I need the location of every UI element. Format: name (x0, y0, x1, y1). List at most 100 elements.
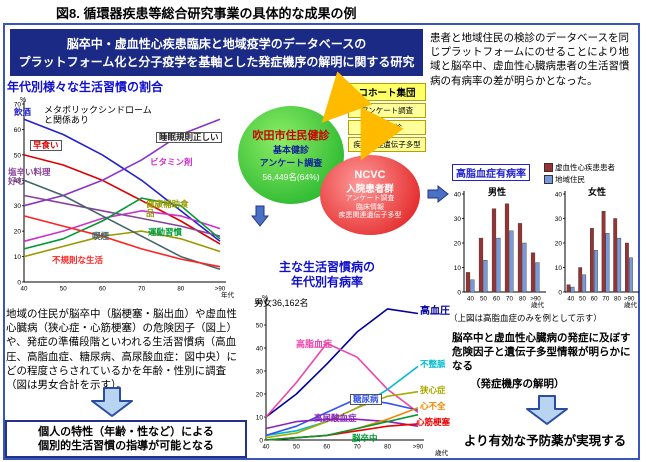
svg-text:40: 40 (21, 286, 28, 293)
series-label-vitamins: ビタミン剤 (150, 157, 193, 167)
mechanism-note: （発症機序の解明） (470, 378, 565, 390)
female-chart-label: 女性 (588, 187, 607, 197)
figure-title: 図8. 循環器疾患等総合研究事業の具体的な成果の例 (56, 6, 357, 21)
svg-text:60: 60 (256, 300, 264, 307)
cohort-item-checkup: 基本健診 (348, 120, 426, 135)
svg-text:80: 80 (519, 296, 526, 303)
male-chart-label: 男性 (488, 187, 507, 197)
barchart-legend: 虚血性心疾患患者 地域住民 (544, 162, 615, 185)
svg-text:80: 80 (384, 444, 391, 451)
right-down-arrow-icon (526, 395, 568, 425)
svg-text:40: 40 (256, 346, 264, 353)
cohort-item-gene: 疾患関連遺伝子多型 (348, 137, 426, 152)
series-label-supplements: 健康補助食品 (146, 199, 189, 219)
svg-text:30: 30 (14, 203, 22, 210)
series-label-exercise: 運動習慣 (148, 227, 183, 237)
svg-text:40: 40 (14, 178, 22, 185)
svg-text:40: 40 (467, 296, 474, 303)
suita-to-chart-arrow-icon (250, 205, 270, 227)
svg-text:0: 0 (558, 290, 562, 297)
svg-text:60: 60 (493, 296, 500, 303)
svg-text:30: 30 (454, 216, 462, 223)
left-conclusion-box: 個人の特性（年齢・性など）による 個別的生活習慣の指導が可能となる (5, 420, 247, 458)
ncvc-label: NCVC (354, 169, 386, 182)
svg-text:0: 0 (259, 438, 263, 445)
svg-text:70: 70 (506, 296, 513, 303)
outer-border (3, 23, 640, 460)
svg-text:70: 70 (602, 296, 609, 303)
cohort-item-survey: アンケート調査 (348, 103, 426, 118)
svg-text:10: 10 (256, 415, 264, 422)
legend-label-residents: 地域住民 (555, 175, 585, 184)
svg-text:20: 20 (14, 229, 22, 236)
series-label-alcohol: 飲酒 (14, 107, 32, 117)
svg-text:60: 60 (323, 444, 330, 451)
svg-text:10: 10 (454, 265, 462, 272)
hyperlipidemia-chart-title: 高脂血症有病率 (452, 164, 530, 181)
cohort-title: コホート集団 (348, 83, 426, 101)
series-label-hyperlipidemia: 高脂血症 (296, 339, 333, 349)
legend-community-residents: 地域住民 (544, 174, 615, 185)
platform-description-text: 患者と地域住民の検診のデータベースを同じプラットフォームにのせることにより地域と… (430, 32, 630, 87)
svg-text:年代: 年代 (221, 290, 235, 299)
left-conclusion-line1: 個人の特性（年齢・性など）による (38, 425, 214, 438)
legend-ischemic-patients: 虚血性心疾患患者 (544, 162, 615, 173)
prevalence-chart-subtitle: 男女36,162名 (254, 298, 309, 308)
ncvc-to-barcharts-arrow-icon (427, 184, 449, 204)
suita-basic-checkup: 基本健診 (272, 145, 309, 155)
svg-text:40: 40 (454, 192, 462, 199)
svg-text:50: 50 (60, 286, 67, 293)
series-label-irregular-life: 不規則な生活 (52, 255, 104, 265)
research-title-line2: プラットフォーム化と分子疫学を基軸とした発症機序の解明に関する研究 (18, 54, 415, 69)
legend-label-ischemic: 虚血性心疾患患者 (555, 163, 615, 172)
lifestyle-chart-title: 年代別様々な生活習慣の割合 (7, 80, 164, 94)
prevalence-chart-title: 主な生活習慣病の 年代別有病率 (260, 260, 394, 290)
series-label-hyperuricemia: 高尿酸血症 (314, 413, 357, 423)
metabolic-annotation: メタボリックシンドロームと関係あり (44, 105, 152, 125)
left-conclusion-line2: 個別的生活習慣の指導が可能となる (38, 440, 214, 452)
svg-text:0: 0 (457, 290, 461, 297)
cohort-group-box: コホート集団 アンケート調査 基本健診 疾患関連遺伝子多型 (348, 83, 426, 152)
series-label-hypertension: 高血圧 (420, 306, 450, 317)
svg-text:%: % (262, 295, 268, 302)
svg-text:50: 50 (579, 296, 586, 303)
svg-text:80: 80 (177, 286, 184, 293)
suita-participant-count: 56,449名(64%) (262, 172, 320, 182)
svg-text:>90: >90 (530, 296, 541, 303)
svg-text:歳代: 歳代 (624, 300, 638, 309)
svg-text:30: 30 (256, 369, 264, 376)
series-label-heart-failure: 心不全 (420, 401, 446, 411)
svg-text:50: 50 (480, 296, 487, 303)
series-label-smoking: 喫煙 (92, 231, 110, 241)
svg-text:60: 60 (591, 296, 598, 303)
svg-text:70: 70 (354, 444, 361, 451)
series-label-fast-eating: 早食い (30, 140, 62, 152)
risk-factor-text: 脳卒中と虚血性心臓病の発症に及ぼす危険因子と遺伝子多型情報が明らかになる (452, 332, 631, 373)
svg-text:40: 40 (263, 444, 270, 451)
series-label-myocardial-infarction: 心筋梗塞 (416, 417, 451, 427)
lifestyle-line-chart: 0 10 20 30 40 50 60 70 40 50 60 70 80 >90% 年代 (14, 97, 235, 299)
svg-text:50: 50 (256, 323, 264, 330)
svg-text:20: 20 (454, 241, 462, 248)
svg-text:40: 40 (555, 192, 563, 199)
svg-text:10: 10 (555, 265, 563, 272)
series-label-regular-sleep: 睡眠規則正しい (156, 132, 222, 144)
svg-text:>90: >90 (624, 296, 635, 303)
svg-text:70: 70 (14, 102, 22, 109)
svg-text:20: 20 (555, 241, 563, 248)
ncvc-item-gene: 疾患関連遺伝子多型 (338, 212, 402, 220)
prevalence-line-chart: 0 10 20 30 40 50 60 40 50 60 70 80 >90% 歳代 (256, 295, 449, 457)
series-label-salty-food: 塩辛い料理好む (8, 167, 51, 187)
legend-swatch-ischemic (544, 163, 553, 172)
series-label-angina: 狭心症 (420, 385, 446, 395)
svg-text:>90: >90 (215, 286, 226, 293)
svg-text:10: 10 (14, 254, 22, 261)
series-label-arrhythmia: 不整脈 (420, 359, 446, 369)
svg-text:80: 80 (614, 296, 621, 303)
svg-text:60: 60 (99, 286, 106, 293)
community-survey-text: 地域の住民が脳卒中（脳梗塞・脳出血）や虚血性心臓病（狭心症・心筋梗塞）の危険因子… (6, 308, 237, 391)
svg-text:歳代: 歳代 (531, 300, 545, 309)
svg-text:20: 20 (256, 392, 264, 399)
